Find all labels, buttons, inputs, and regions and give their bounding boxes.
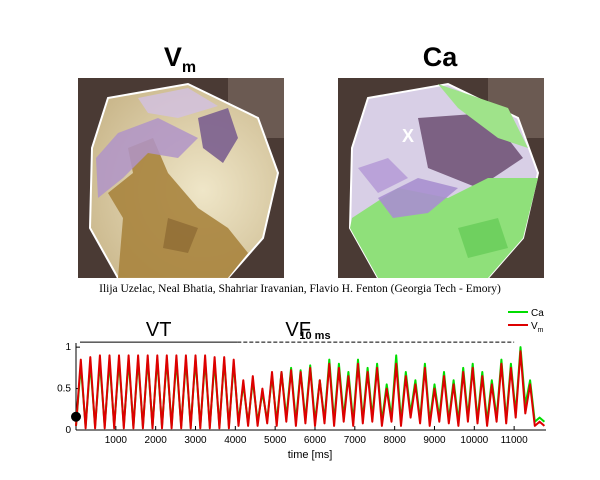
legend-vm-label-main: V	[531, 321, 538, 332]
legend-ca-label: Ca	[531, 308, 544, 319]
ca-map-image: X	[338, 78, 544, 278]
x-tick-label: 8000	[384, 435, 407, 446]
legend-vm-label-sub: m	[538, 327, 544, 334]
ca-map-illustration	[338, 78, 544, 278]
vm-map-image	[78, 78, 284, 278]
x-axis-label: time [ms]	[288, 449, 333, 461]
vm-map-illustration	[78, 78, 284, 278]
vm-panel-title: Vm	[163, 42, 197, 76]
rhythm-annotations: VT VF 10 ms	[79, 319, 515, 343]
x-tick-label: 7000	[344, 435, 367, 446]
scale-bar-label: 10 ms	[299, 330, 330, 342]
y-tick-label: 0	[65, 425, 71, 436]
x-tick-label: 5000	[264, 435, 287, 446]
plot-area: 1000 2000 3000 4000 5000 6000 7000 8000 9000 1000…	[57, 342, 546, 446]
vt-label: VT	[146, 319, 172, 341]
x-tick-label: 11000	[501, 435, 529, 446]
ca-panel-title: Ca	[422, 42, 458, 72]
x-tick-label: 6000	[304, 435, 327, 446]
x-tick-label: 10000	[460, 435, 488, 446]
x-tick-label: 4000	[224, 435, 247, 446]
x-tick-label: 1000	[105, 435, 128, 446]
y-tick-label: 1	[65, 342, 71, 353]
vm-panel-title-subscript: m	[181, 59, 197, 76]
current-time-marker	[71, 411, 81, 422]
credits-caption: Ilija Uzelac, Neal Bhatia, Shahriar Irav…	[99, 283, 501, 295]
x-tick-label: 2000	[145, 435, 168, 446]
map-marker: X	[402, 126, 415, 146]
vf-label: VF	[285, 319, 311, 341]
chart-legend: Ca Vm	[508, 308, 544, 334]
x-tick-label: 3000	[184, 435, 207, 446]
legend-vm-label: Vm	[531, 321, 544, 334]
x-tick-label: 9000	[423, 435, 446, 446]
y-tick-label: 0.5	[57, 384, 71, 395]
series-line-vm	[75, 350, 546, 430]
